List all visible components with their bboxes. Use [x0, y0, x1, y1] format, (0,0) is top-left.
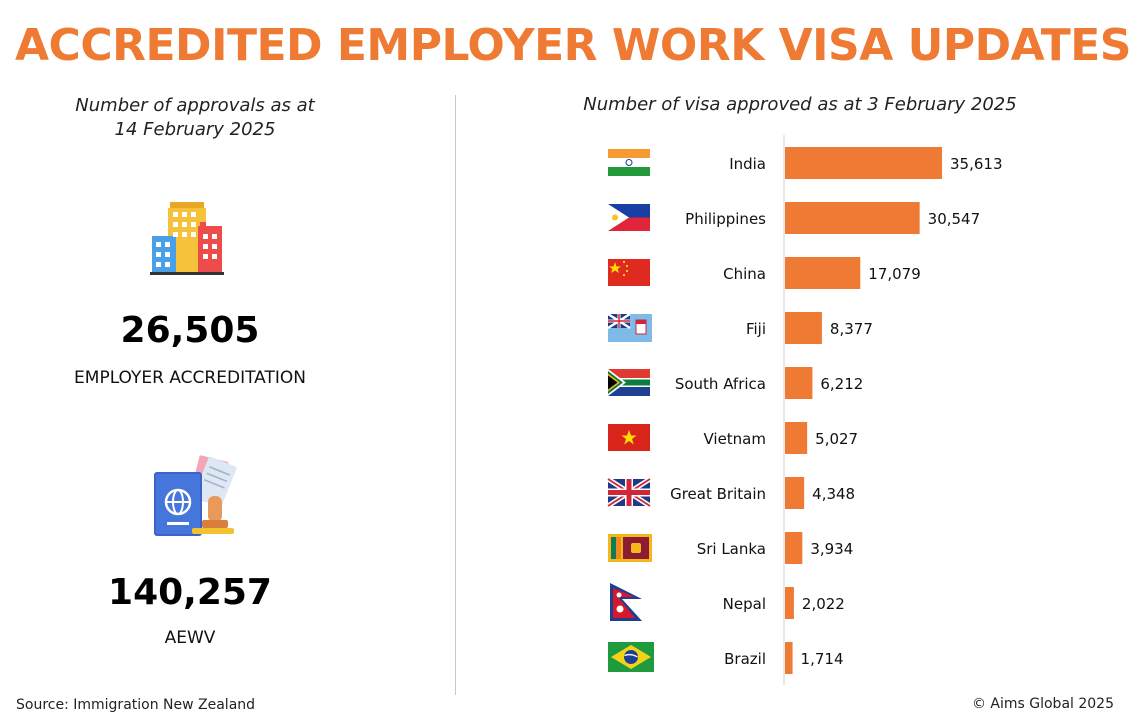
value-label-fiji: 8,377 — [830, 320, 873, 338]
aewv-label: AEWV — [164, 628, 216, 648]
philippines-flag-icon — [608, 204, 650, 231]
page-title: ACCREDITED EMPLOYER WORK VISA UPDATES — [14, 20, 1132, 71]
bar-nepal — [785, 587, 794, 619]
sri-lanka-flag-icon — [608, 534, 652, 562]
value-label-china: 17,079 — [868, 265, 921, 283]
category-label-india: India — [729, 155, 766, 173]
copyright-note: © Aims Global 2025 — [971, 696, 1114, 712]
category-label-fiji: Fiji — [746, 320, 766, 338]
fiji-flag-icon — [607, 312, 652, 342]
value-label-sri-lanka: 3,934 — [810, 540, 853, 558]
vertical-divider — [455, 95, 456, 695]
brazil-flag-icon — [608, 642, 654, 672]
value-label-philippines: 30,547 — [928, 210, 981, 228]
value-label-south-africa: 6,212 — [820, 375, 863, 393]
category-label-china: China — [723, 265, 766, 283]
bar-sri-lanka — [785, 532, 803, 564]
category-label-great-britain: Great Britain — [670, 485, 766, 503]
bar-brazil — [785, 642, 793, 674]
left-caption-line2: 14 February 2025 — [114, 119, 276, 140]
value-label-vietnam: 5,027 — [815, 430, 858, 448]
category-label-vietnam: Vietnam — [703, 430, 766, 448]
south-africa-flag-icon — [608, 369, 650, 396]
bar-chart: India 35,613 Philippines 30,547 China 17,079 F… — [606, 135, 1003, 685]
category-label-sri-lanka: Sri Lanka — [697, 540, 766, 558]
bar-china — [785, 257, 861, 289]
accreditation-label: EMPLOYER ACCREDITATION — [74, 368, 306, 388]
chart-title: Number of visa approved as at 3 February… — [583, 94, 1017, 115]
bar-india — [785, 147, 942, 179]
value-label-great-britain: 4,348 — [812, 485, 855, 503]
value-label-india: 35,613 — [950, 155, 1003, 173]
india-flag-icon — [608, 149, 650, 176]
category-label-brazil: Brazil — [724, 650, 766, 668]
category-label-south-africa: South Africa — [675, 375, 766, 393]
nepal-flag-icon — [610, 583, 642, 621]
value-label-brazil: 1,714 — [801, 650, 844, 668]
category-label-philippines: Philippines — [685, 210, 766, 228]
left-caption-line1: Number of approvals as at — [75, 95, 315, 116]
passport-stamp-icon — [154, 455, 237, 536]
great-britain-flag-icon — [606, 476, 652, 509]
bar-philippines — [785, 202, 920, 234]
bar-south-africa — [785, 367, 813, 399]
source-note: Source: Immigration New Zealand — [16, 697, 256, 713]
china-flag-icon — [608, 259, 650, 286]
bar-great-britain — [785, 477, 805, 509]
bar-vietnam — [785, 422, 808, 454]
aewv-count: 140,257 — [108, 572, 272, 613]
category-label-nepal: Nepal — [723, 595, 766, 613]
value-label-nepal: 2,022 — [802, 595, 845, 613]
bar-fiji — [785, 312, 822, 344]
buildings-icon — [150, 202, 224, 275]
accreditation-count: 26,505 — [120, 310, 260, 351]
vietnam-flag-icon — [608, 424, 650, 451]
left-caption: Number of approvals as at 14 February 20… — [40, 94, 350, 142]
